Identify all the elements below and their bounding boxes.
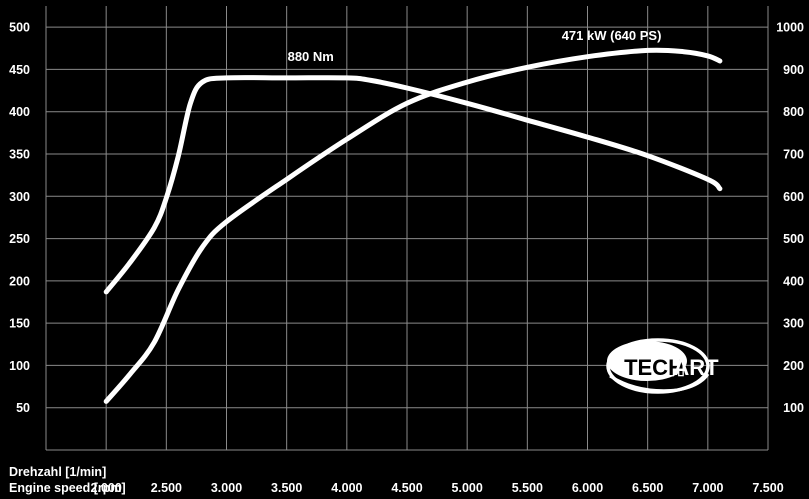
y-right-tick-label: 300 (783, 317, 804, 331)
y-left-tick-label: 300 (9, 190, 30, 204)
annotation-label: 880 Nm (288, 49, 334, 64)
y-right-tick-label: 900 (783, 63, 804, 77)
x-tick-label: 4.000 (331, 481, 362, 495)
logo-swoosh (609, 373, 710, 393)
x-axis-title-en: Engine speed [rpm] (9, 481, 126, 495)
x-tick-label: 2.000 (91, 481, 122, 495)
y-left-tick-label: 200 (9, 274, 30, 288)
y-right-tick-label: 100 (783, 401, 804, 415)
x-tick-label: 7.500 (752, 481, 783, 495)
x-tick-label: 2.500 (151, 481, 182, 495)
y-right-tick-label: 1000 (776, 21, 804, 35)
annotation-label: 471 kW (640 PS) (562, 28, 662, 43)
label-layer: 2.000 2.500 3.000 3.500 4.000 4.500 5.000 5.500… (9, 21, 804, 495)
y-right-tick-label: 400 (783, 274, 804, 288)
y-left-tick-label: 150 (9, 317, 30, 331)
techart-logo: TECH ART (606, 338, 719, 394)
curve-layer (103, 47, 723, 404)
y-left-tick-label: 350 (9, 148, 30, 162)
x-tick-label: 3.000 (211, 481, 242, 495)
x-axis-title-de: Drehzahl [1/min] (9, 465, 106, 479)
y-left-tick-label: 100 (9, 359, 30, 373)
x-tick-label: 5.500 (512, 481, 543, 495)
svg-text:TECH: TECH (624, 355, 684, 380)
y-left-tick-label: 50 (16, 401, 30, 415)
x-tick-label: 7.000 (692, 481, 723, 495)
x-tick-label: 6.000 (572, 481, 603, 495)
y-left-tick-label: 500 (9, 21, 30, 35)
logo-wordmark: TECH ART (623, 354, 719, 382)
torque-curve (103, 75, 723, 295)
y-right-tick-label: 600 (783, 190, 804, 204)
y-left-tick-label: 450 (9, 63, 30, 77)
x-tick-label: 6.500 (632, 481, 663, 495)
power-curve (103, 47, 723, 404)
svg-text:ART: ART (673, 355, 719, 380)
y-right-tick-label: 700 (783, 148, 804, 162)
y-right-tick-label: 200 (783, 359, 804, 373)
x-tick-label: 3.500 (271, 481, 302, 495)
y-left-tick-label: 250 (9, 232, 30, 246)
x-tick-label: 5.000 (452, 481, 483, 495)
y-right-tick-label: 800 (783, 105, 804, 119)
y-right-tick-label: 500 (783, 232, 804, 246)
logo-disc (607, 341, 687, 381)
x-tick-label: 4.500 (391, 481, 422, 495)
y-left-tick-label: 400 (9, 105, 30, 119)
